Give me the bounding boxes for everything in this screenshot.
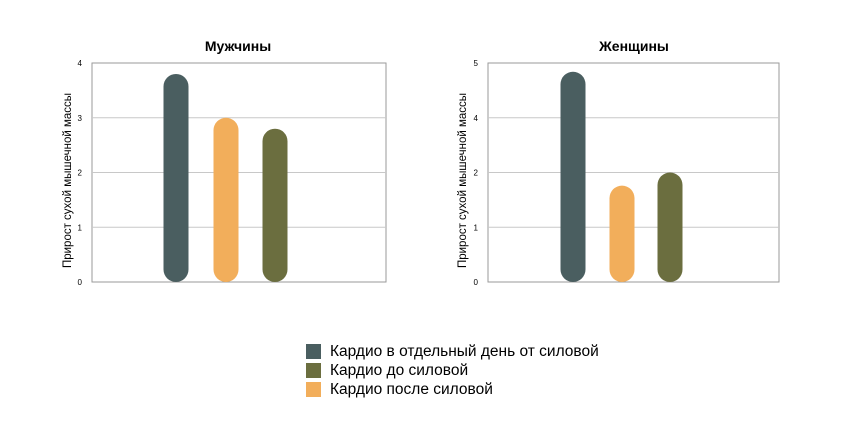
y-axis-label: Прирост сухой мышечной массы — [457, 93, 469, 268]
chart-panel-women: Женщины 0 1 2 4 5 Прирост сухой мышечной массы — [457, 38, 780, 287]
y-axis-label: Прирост сухой мышечной массы — [62, 93, 74, 268]
legend-item-after-strength: Кардио после силовой — [306, 380, 599, 399]
y-tick-label: 5 — [474, 59, 479, 68]
chart-panel-men: Мужчины 0 1 2 3 4 Прирост сухой мышечной массы — [62, 38, 387, 287]
legend-label-separate-day: Кардио в отдельный день от силовой — [330, 342, 599, 360]
legend-label-after-strength: Кардио после силовой — [330, 380, 493, 398]
legend-swatch-separate-day — [306, 344, 321, 359]
bar-separate-day — [163, 73, 189, 282]
legend-item-separate-day: Кардио в отдельный день от силовой — [306, 342, 599, 361]
y-tick-label: 3 — [78, 114, 83, 123]
y-tick-label: 0 — [474, 278, 479, 287]
chart-title: Мужчины — [205, 38, 271, 54]
legend-item-before-strength: Кардио до силовой — [306, 361, 599, 380]
y-tick-label: 1 — [78, 223, 83, 232]
bar-after-strength — [213, 117, 239, 282]
bar-separate-day — [560, 71, 586, 282]
chart-title: Женщины — [598, 38, 669, 54]
y-tick-label: 4 — [78, 59, 83, 68]
legend: Кардио в отдельный день от силовой Карди… — [306, 342, 599, 399]
y-tick-label: 2 — [78, 169, 83, 178]
y-tick-label: 4 — [474, 114, 479, 123]
y-tick-label: 2 — [474, 169, 479, 178]
legend-swatch-after-strength — [306, 382, 321, 397]
legend-swatch-before-strength — [306, 363, 321, 378]
bar-before-strength — [657, 172, 683, 282]
y-tick-label: 0 — [78, 278, 83, 287]
bar-before-strength — [262, 128, 288, 282]
bar-after-strength — [609, 185, 635, 282]
y-tick-label: 1 — [474, 223, 479, 232]
legend-label-before-strength: Кардио до силовой — [330, 361, 469, 379]
